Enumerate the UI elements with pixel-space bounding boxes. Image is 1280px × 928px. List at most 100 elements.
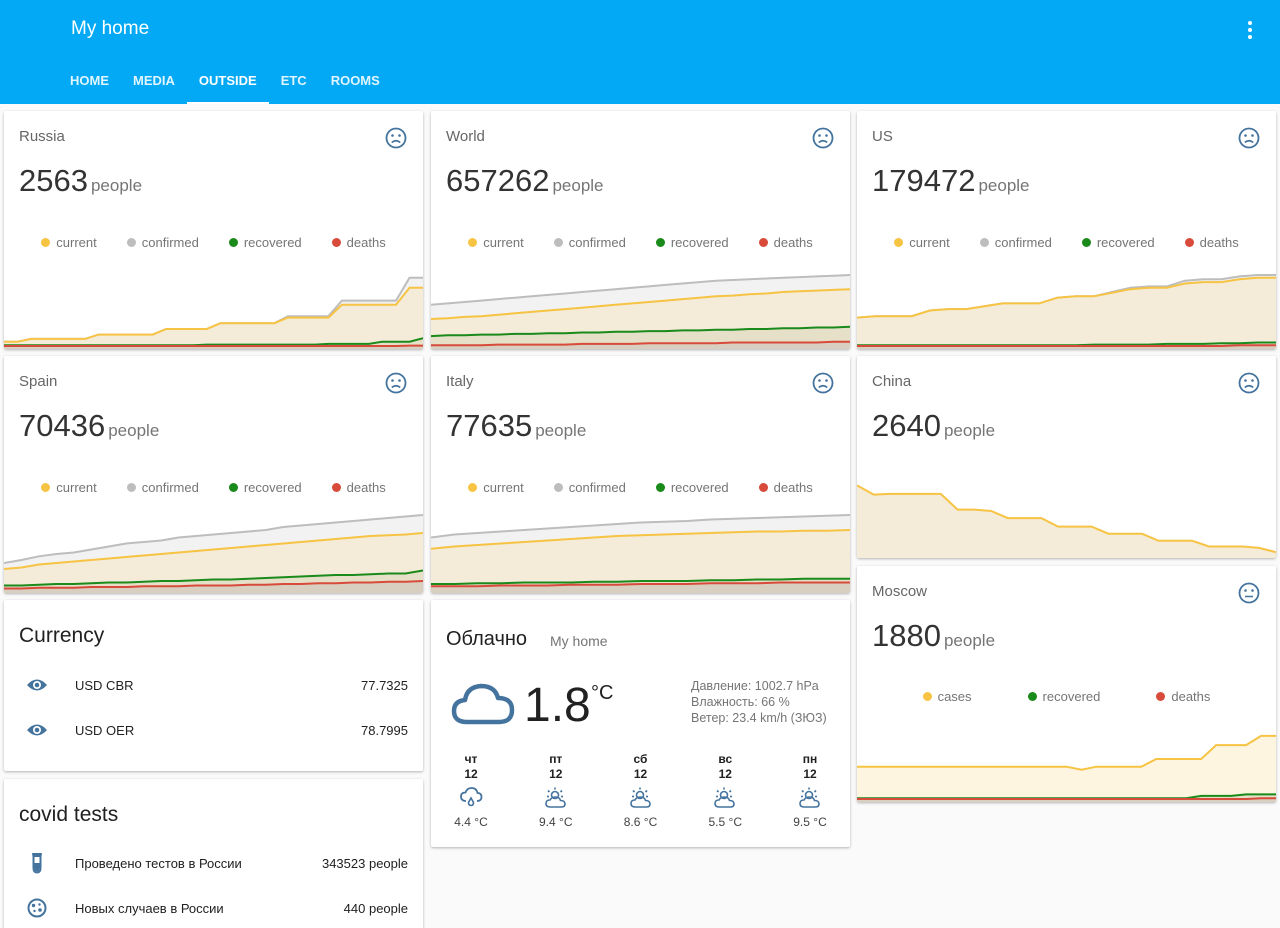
chart-line-current — [431, 288, 850, 320]
weather-location: My home — [550, 633, 608, 649]
forecast-day-name: чт — [464, 752, 478, 766]
entity-value: 77.7325 — [361, 677, 408, 693]
chart-line-current — [857, 276, 1276, 319]
chart-line-recovered — [431, 577, 850, 585]
entity-value: 440 people — [343, 900, 408, 916]
sparkline-chart — [857, 734, 1276, 802]
legend-confirmed[interactable]: confirmed — [126, 235, 199, 250]
legend-cases[interactable]: cases — [922, 689, 972, 704]
card-title: covid tests — [19, 803, 119, 826]
entity-value: 78.7995 — [361, 722, 408, 738]
chart-area-current — [4, 287, 423, 349]
test-tube-icon — [24, 850, 50, 876]
card-value: 2563 people — [19, 163, 142, 199]
legend-confirmed[interactable]: confirmed — [979, 235, 1052, 250]
forecast-date: 12 — [549, 767, 563, 781]
card-value: 70436 people — [19, 408, 159, 444]
sparkline-chart — [4, 276, 423, 349]
entity-row-usd-oer[interactable]: USD OER 78.7995 — [24, 712, 408, 748]
legend-deaths[interactable]: deaths — [1156, 689, 1210, 704]
chart-line-deaths — [857, 797, 1276, 800]
entity-row-tests-total[interactable]: Проведено тестов в России 343523 people — [24, 845, 408, 881]
legend-recovered[interactable]: recovered — [655, 235, 729, 250]
forecast-day-name: пн — [802, 752, 818, 766]
covid-card-world[interactable]: World 657262 people current confirmed rec… — [431, 111, 850, 349]
covid-card-moscow[interactable]: Moscow 1880 people cases recovered deaths — [857, 566, 1276, 802]
cloud-rain-icon — [446, 785, 496, 811]
forecast-temperature: 4.4 °C — [454, 815, 488, 829]
chart-area-current — [431, 530, 850, 593]
legend-current[interactable]: current — [468, 235, 524, 250]
legend-recovered[interactable]: recovered — [228, 480, 302, 495]
tab-media[interactable]: MEDIA — [133, 73, 175, 88]
tab-outside[interactable]: OUTSIDE — [186, 60, 269, 104]
tab-rooms[interactable]: ROOMS — [330, 73, 380, 88]
legend-confirmed[interactable]: confirmed — [553, 235, 626, 250]
entity-row-new-cases[interactable]: Новых случаев в России 440 people — [24, 890, 408, 926]
chart-line-recovered — [4, 569, 423, 587]
sad-face-icon — [385, 372, 407, 394]
chart-legend: current confirmed recovered deaths — [4, 480, 423, 495]
legend-deaths[interactable]: deaths — [331, 480, 386, 495]
card-title: Currency — [19, 624, 105, 647]
sad-face-icon — [812, 127, 834, 149]
more-menu-icon[interactable] — [1236, 18, 1264, 42]
chart-line-deaths — [4, 580, 423, 590]
entity-name: Новых случаев в России — [75, 900, 224, 916]
covid-card-china[interactable]: China 2640 people — [857, 356, 1276, 558]
temperature-unit: °C — [591, 682, 614, 704]
forecast-day: чт 12 4.4 °C — [446, 752, 496, 829]
legend-recovered[interactable]: recovered — [1081, 235, 1155, 250]
forecast-day: пн 12 9.5 °C — [785, 752, 835, 829]
forecast-day-name: пт — [549, 752, 563, 766]
value-number: 77635 — [446, 408, 533, 443]
forecast-temperature: 9.4 °C — [539, 815, 573, 829]
legend-recovered[interactable]: recovered — [655, 480, 729, 495]
card-name: Russia — [19, 128, 65, 145]
card-value: 77635 people — [446, 408, 586, 444]
legend-current[interactable]: current — [41, 480, 97, 495]
card-name: China — [872, 373, 912, 390]
chart-line-current — [4, 286, 423, 343]
chart-line-current — [431, 529, 850, 550]
covid-card-spain[interactable]: Spain 70436 people current confirmed reco… — [4, 356, 423, 593]
legend-deaths[interactable]: deaths — [758, 235, 813, 250]
partly-cloudy-icon — [616, 785, 666, 811]
legend-current[interactable]: current — [468, 480, 524, 495]
sad-face-icon — [1238, 127, 1260, 149]
tab-etc[interactable]: ETC — [280, 73, 307, 88]
legend-deaths[interactable]: deaths — [1184, 235, 1239, 250]
forecast-day-name: вс — [718, 752, 733, 766]
value-number: 70436 — [19, 408, 106, 443]
entity-row-usd-cbr[interactable]: USD CBR 77.7325 — [24, 667, 408, 703]
tab-home[interactable]: HOME — [70, 73, 109, 88]
value-number: 179472 — [872, 163, 976, 198]
covid-card-russia[interactable]: Russia 2563 people current confirmed reco… — [4, 111, 423, 349]
value-unit: people — [552, 176, 604, 195]
legend-current[interactable]: current — [41, 235, 97, 250]
legend-recovered[interactable]: recovered — [228, 235, 302, 250]
legend-deaths[interactable]: deaths — [758, 480, 813, 495]
weather-card[interactable]: Облачно My home 1.8 °C Давление: 1002.7 … — [431, 600, 850, 847]
value-number: 657262 — [446, 163, 550, 198]
sparkline-chart — [857, 484, 1276, 558]
covid-card-us[interactable]: US 179472 people current confirmed recove… — [857, 111, 1276, 349]
forecast-temperature: 8.6 °C — [623, 815, 658, 829]
legend-recovered[interactable]: recovered — [1027, 689, 1100, 704]
sad-face-icon — [385, 127, 407, 149]
legend-confirmed[interactable]: confirmed — [126, 480, 199, 495]
weather-wind: Ветер: 23.4 km/h (ЗЮЗ) — [691, 711, 827, 725]
partly-cloudy-icon — [531, 785, 581, 811]
sad-face-icon — [812, 372, 834, 394]
card-value: 179472 people — [872, 163, 1030, 199]
card-value: 2640 people — [872, 408, 995, 444]
legend-confirmed[interactable]: confirmed — [553, 480, 626, 495]
covid-card-italy[interactable]: Italy 77635 people current confirmed reco… — [431, 356, 850, 593]
legend-deaths[interactable]: deaths — [331, 235, 386, 250]
chart-legend: cases recovered deaths — [857, 689, 1276, 704]
chart-legend: current confirmed recovered deaths — [431, 480, 850, 495]
card-value: 1880 people — [872, 618, 995, 654]
value-unit: people — [978, 176, 1030, 195]
chart-area-deaths — [431, 341, 850, 349]
legend-current[interactable]: current — [894, 235, 950, 250]
